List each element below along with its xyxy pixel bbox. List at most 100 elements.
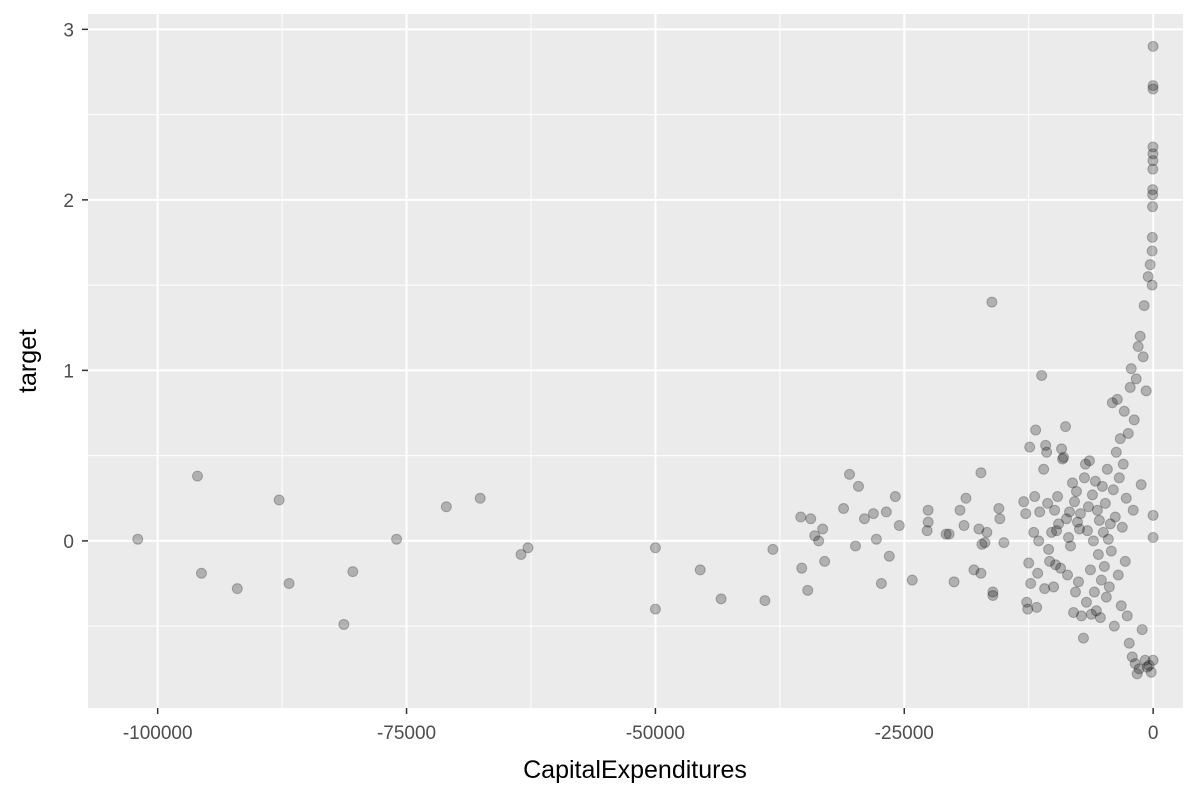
data-point	[1051, 525, 1063, 537]
data-point	[1128, 414, 1140, 426]
data-point	[954, 504, 966, 516]
data-point	[1139, 654, 1151, 666]
data-point	[858, 513, 870, 525]
data-point	[1143, 659, 1155, 671]
data-point	[1145, 666, 1157, 678]
data-point	[1121, 610, 1133, 622]
data-point	[960, 492, 972, 504]
data-point	[796, 562, 808, 574]
data-point	[906, 574, 918, 586]
data-point	[1133, 663, 1145, 675]
data-point	[1058, 451, 1070, 463]
data-point	[1138, 300, 1150, 312]
data-point	[849, 540, 861, 552]
data-point	[1147, 201, 1159, 213]
data-point	[1113, 472, 1125, 484]
data-point	[1021, 596, 1033, 608]
data-point	[1079, 458, 1091, 470]
data-point	[1092, 549, 1104, 561]
data-point	[1043, 543, 1055, 555]
data-point	[1112, 569, 1124, 581]
data-point	[1091, 504, 1103, 516]
data-point	[1123, 637, 1135, 649]
data-point	[1107, 484, 1119, 496]
data-point	[987, 589, 999, 601]
data-point	[1095, 574, 1107, 586]
data-point	[1093, 514, 1105, 526]
data-point	[948, 576, 960, 588]
data-point	[1049, 504, 1061, 516]
plot-panel	[88, 14, 1183, 708]
data-point	[132, 533, 144, 545]
data-point	[979, 537, 991, 549]
x-tick-label: -50000	[626, 723, 685, 744]
data-point	[1147, 509, 1159, 521]
data-point	[1124, 381, 1136, 393]
data-point	[922, 516, 934, 528]
data-point	[1127, 504, 1139, 516]
y-tick-label: 0	[63, 532, 74, 553]
data-point	[1060, 421, 1072, 433]
data-point	[1064, 506, 1076, 518]
data-point	[1034, 506, 1046, 518]
data-point	[994, 513, 1006, 525]
data-point	[1070, 485, 1082, 497]
data-point	[870, 533, 882, 545]
y-tick-label: 3	[63, 20, 74, 41]
data-point	[838, 502, 850, 514]
data-point	[1032, 567, 1044, 579]
data-point	[844, 468, 856, 480]
data-point	[347, 566, 359, 578]
data-point	[943, 528, 955, 540]
y-tick-label: 1	[63, 361, 74, 382]
data-point	[1100, 591, 1112, 603]
data-point	[795, 511, 807, 523]
data-point	[1088, 586, 1100, 598]
data-point	[1146, 245, 1158, 257]
data-point	[976, 538, 988, 550]
data-point	[1126, 651, 1138, 663]
data-point	[987, 586, 999, 598]
data-point	[1052, 491, 1064, 503]
data-point	[1106, 397, 1118, 409]
data-point	[1029, 491, 1041, 503]
data-point	[986, 296, 998, 308]
data-point	[1147, 80, 1159, 92]
data-point	[1030, 424, 1042, 436]
data-point	[809, 530, 821, 542]
data-point	[867, 508, 879, 520]
data-point	[1147, 83, 1159, 95]
data-point	[1067, 477, 1079, 489]
data-point	[1057, 453, 1069, 465]
data-point	[1147, 155, 1159, 167]
data-point	[1147, 141, 1159, 153]
data-point	[1063, 531, 1075, 543]
data-point	[1080, 596, 1092, 608]
data-point	[819, 555, 831, 567]
data-point	[880, 506, 892, 518]
data-point	[195, 567, 207, 579]
data-point	[1077, 632, 1089, 644]
data-point	[1135, 479, 1147, 491]
data-point	[1018, 496, 1030, 508]
data-point	[981, 526, 993, 538]
data-point	[958, 520, 970, 532]
data-point	[1118, 405, 1130, 417]
data-point	[1087, 535, 1099, 547]
data-point	[338, 618, 350, 630]
data-point	[1023, 557, 1035, 569]
minor-gridlines	[88, 14, 1183, 708]
data-point	[1109, 511, 1121, 523]
data-point	[817, 523, 829, 535]
data-point	[1142, 271, 1154, 283]
x-tick-label: -25000	[875, 723, 934, 744]
data-point	[889, 491, 901, 503]
data-point	[968, 564, 980, 576]
data-point	[1036, 369, 1048, 381]
data-point	[1137, 351, 1149, 363]
y-axis-title: target	[14, 329, 42, 393]
data-point	[1130, 373, 1142, 385]
data-point	[1141, 661, 1153, 673]
data-point	[1102, 533, 1114, 545]
data-point	[1090, 605, 1102, 617]
